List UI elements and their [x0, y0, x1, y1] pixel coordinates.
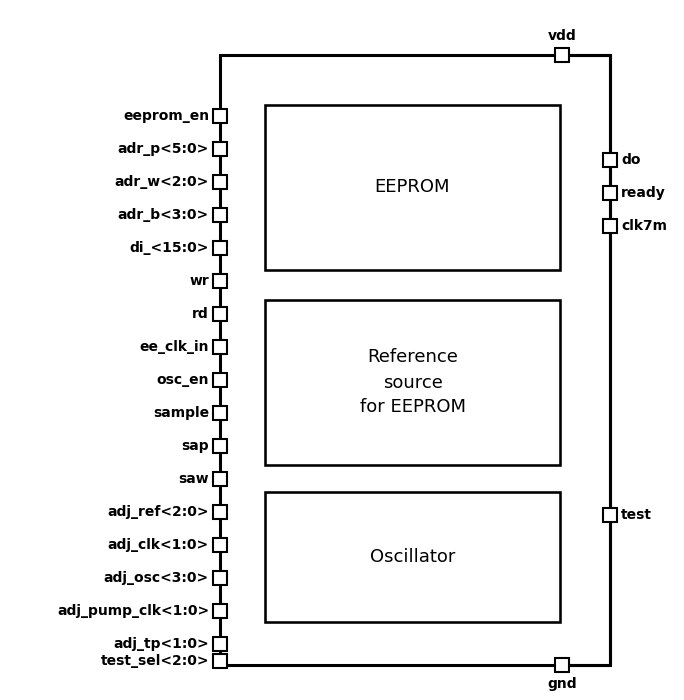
- Bar: [213, 439, 227, 453]
- Text: wr: wr: [189, 274, 209, 288]
- Text: adr_b<3:0>: adr_b<3:0>: [118, 208, 209, 222]
- Bar: [213, 373, 227, 387]
- Text: Reference
source
for EEPROM: Reference source for EEPROM: [360, 349, 466, 416]
- Bar: [213, 307, 227, 321]
- Bar: [603, 186, 617, 200]
- Bar: [213, 538, 227, 552]
- Text: adr_p<5:0>: adr_p<5:0>: [118, 142, 209, 156]
- Bar: [603, 153, 617, 167]
- Text: sample: sample: [153, 406, 209, 420]
- Bar: [555, 658, 569, 672]
- Text: sap: sap: [181, 439, 209, 453]
- Bar: [213, 208, 227, 222]
- Text: osc_en: osc_en: [157, 373, 209, 387]
- Bar: [213, 274, 227, 288]
- Bar: [213, 571, 227, 585]
- Text: ee_clk_in: ee_clk_in: [140, 340, 209, 354]
- Text: gnd: gnd: [547, 677, 577, 691]
- Text: rd: rd: [192, 307, 209, 321]
- Text: vdd: vdd: [548, 29, 577, 43]
- Bar: [213, 472, 227, 486]
- Text: adr_w<2:0>: adr_w<2:0>: [115, 175, 209, 189]
- Bar: [213, 654, 227, 668]
- Bar: [265, 105, 560, 270]
- Text: adj_pump_clk<1:0>: adj_pump_clk<1:0>: [57, 604, 209, 618]
- Bar: [213, 340, 227, 354]
- Bar: [265, 492, 560, 622]
- Bar: [603, 508, 617, 522]
- Text: test_sel<2:0>: test_sel<2:0>: [101, 654, 209, 668]
- Bar: [213, 142, 227, 156]
- Bar: [213, 637, 227, 651]
- Text: adj_tp<1:0>: adj_tp<1:0>: [114, 637, 209, 651]
- Bar: [213, 241, 227, 255]
- Bar: [213, 406, 227, 420]
- Bar: [220, 55, 610, 665]
- Bar: [213, 109, 227, 123]
- Bar: [213, 505, 227, 519]
- Text: eeprom_en: eeprom_en: [123, 109, 209, 123]
- Bar: [213, 604, 227, 618]
- Text: Oscillator: Oscillator: [370, 548, 455, 566]
- Text: saw: saw: [179, 472, 209, 486]
- Bar: [555, 48, 569, 62]
- Text: di_<15:0>: di_<15:0>: [130, 241, 209, 255]
- Text: adj_clk<1:0>: adj_clk<1:0>: [108, 538, 209, 552]
- Text: clk7m: clk7m: [621, 219, 667, 233]
- Bar: [213, 175, 227, 189]
- Bar: [265, 300, 560, 465]
- Text: EEPROM: EEPROM: [375, 178, 450, 197]
- Text: test: test: [621, 508, 652, 522]
- Text: ready: ready: [621, 186, 666, 200]
- Text: do: do: [621, 153, 640, 167]
- Text: adj_osc<3:0>: adj_osc<3:0>: [104, 571, 209, 585]
- Bar: [603, 219, 617, 233]
- Text: adj_ref<2:0>: adj_ref<2:0>: [107, 505, 209, 519]
